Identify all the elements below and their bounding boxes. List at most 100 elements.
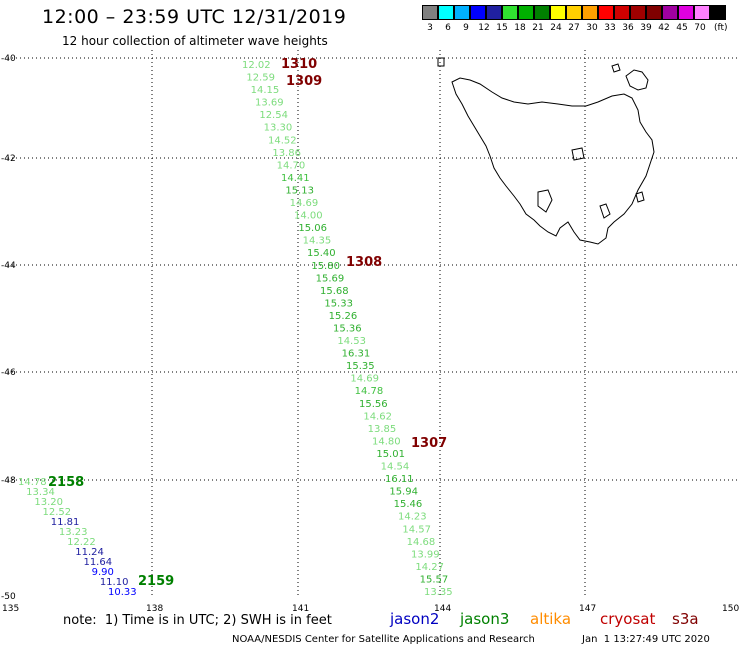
wave-height-value: 14.15 — [251, 85, 280, 96]
scale-swatch — [438, 5, 454, 20]
lake-st-clair — [537, 189, 553, 213]
lon-tick-label: 138 — [146, 604, 163, 614]
wave-height-value: 15.68 — [320, 286, 349, 297]
wave-height-value: 15.40 — [307, 248, 336, 259]
wave-height-value: 15.36 — [333, 324, 362, 335]
wave-height-value: 11.81 — [51, 517, 80, 528]
scale-label: 12 — [478, 23, 490, 33]
scale-swatch — [518, 5, 534, 20]
wave-height-value: 12.22 — [67, 537, 96, 548]
wave-height-value: 15.56 — [359, 399, 388, 410]
scale-label: 18 — [514, 23, 526, 33]
scale-swatch — [454, 5, 470, 20]
scale-label: 39 — [640, 23, 652, 33]
wave-height-value: 13.20 — [34, 497, 63, 508]
wave-height-value: 15.35 — [346, 361, 375, 372]
wave-height-value: 14.27 — [415, 562, 444, 573]
wave-height-value: 15.26 — [329, 311, 358, 322]
wave-height-value: 14.70 — [277, 160, 306, 171]
tasmania-outline — [451, 77, 655, 245]
pass-time-label: 1307 — [411, 436, 447, 451]
king-island — [437, 57, 445, 67]
scale-label: 42 — [658, 23, 670, 33]
map-title: 12:00 – 23:59 UTC 12/31/2019 — [42, 6, 347, 28]
wave-height-value: 15.06 — [298, 223, 327, 234]
satellite-altika-label: altika — [530, 610, 572, 628]
lat-tick-label: -50 — [1, 592, 16, 602]
wave-height-value: 15.01 — [376, 449, 405, 460]
lon-tick-label: 141 — [292, 604, 309, 614]
satellite-cryosat-label: cryosat — [600, 610, 656, 628]
flinders-island — [625, 69, 649, 91]
wave-height-value: 14.54 — [381, 462, 410, 473]
wave-height-value: 13.35 — [424, 587, 453, 598]
wave-height-value: 12.52 — [43, 507, 72, 518]
wave-height-value: 15.46 — [394, 499, 423, 510]
lat-tick-label: -46 — [1, 368, 16, 378]
wave-height-value: 14.23 — [398, 512, 427, 523]
scale-label: 27 — [568, 23, 580, 33]
wave-height-value: 12.54 — [259, 110, 288, 121]
scale-swatch — [550, 5, 566, 20]
scale-label: 24 — [550, 23, 562, 33]
wave-height-value: 15.80 — [311, 261, 340, 272]
scale-swatch — [598, 5, 614, 20]
pass-time-label: 2158 — [48, 475, 84, 490]
wave-height-value: 13.69 — [255, 98, 284, 109]
scale-swatch — [694, 5, 710, 20]
wave-height-value: 16.11 — [385, 474, 414, 485]
wave-height-value: 13.99 — [411, 549, 440, 560]
scale-swatch — [614, 5, 630, 20]
wave-height-value: 10.33 — [108, 587, 137, 598]
wave-height-value: 14.52 — [268, 135, 297, 146]
wave-height-value: 11.24 — [75, 547, 104, 558]
credit-line: NOAA/NESDIS Center for Satellite Applica… — [232, 634, 535, 645]
wave-height-value: 13.85 — [368, 424, 397, 435]
wave-height-value: 14.68 — [407, 537, 436, 548]
scale-swatch — [422, 5, 438, 20]
satellite-jason2-label: jason2 — [390, 610, 440, 628]
wave-height-value: 15.57 — [420, 574, 449, 585]
wave-height-value: 12.59 — [246, 73, 275, 84]
wave-height-value: 11.64 — [83, 557, 112, 568]
wave-height-value: 14.35 — [303, 236, 332, 247]
scale-label: 15 — [496, 23, 508, 33]
scale-label: 6 — [445, 23, 451, 33]
wave-height-value: 9.90 — [92, 567, 114, 578]
map-subtitle: 12 hour collection of altimeter wave hei… — [62, 34, 328, 48]
scale-label: 30 — [586, 23, 598, 33]
scale-label: 21 — [532, 23, 544, 33]
lat-tick-label: -48 — [1, 476, 16, 486]
wave-height-value: 15.13 — [285, 185, 314, 196]
lon-tick-label: 144 — [434, 604, 451, 614]
scale-label: 70 — [694, 23, 706, 33]
wave-height-value: 14.69 — [350, 374, 379, 385]
wave-height-value: 14.00 — [294, 211, 323, 222]
wave-height-value: 11.10 — [100, 577, 129, 588]
lon-tick-label: 147 — [579, 604, 596, 614]
pass-time-label: 1308 — [346, 255, 382, 270]
cape-barren-island — [611, 63, 621, 73]
lat-tick-label: -44 — [1, 261, 16, 271]
scale-label: 45 — [676, 23, 688, 33]
footnote: note: 1) Time is in UTC; 2) SWH is in fe… — [63, 613, 332, 628]
bruny-island — [599, 203, 611, 219]
wave-height-value: 14.78 — [18, 477, 47, 488]
wave-height-value: 15.94 — [389, 487, 418, 498]
lake-great-lake — [571, 147, 585, 161]
lon-tick-label: 135 — [2, 604, 19, 614]
scale-swatch — [566, 5, 582, 20]
generation-timestamp: Jan 1 13:27:49 UTC 2020 — [582, 634, 710, 645]
pass-time-label: 2159 — [138, 574, 174, 589]
wave-height-value: 13.23 — [59, 527, 88, 538]
scale-swatch — [662, 5, 678, 20]
scale-swatch — [630, 5, 646, 20]
wave-height-value: 15.33 — [324, 298, 353, 309]
scale-label: 3 — [427, 23, 433, 33]
scale-label: 33 — [604, 23, 616, 33]
scale-unit: (ft) — [714, 23, 728, 33]
satellite-jason3-label: jason3 — [460, 610, 510, 628]
